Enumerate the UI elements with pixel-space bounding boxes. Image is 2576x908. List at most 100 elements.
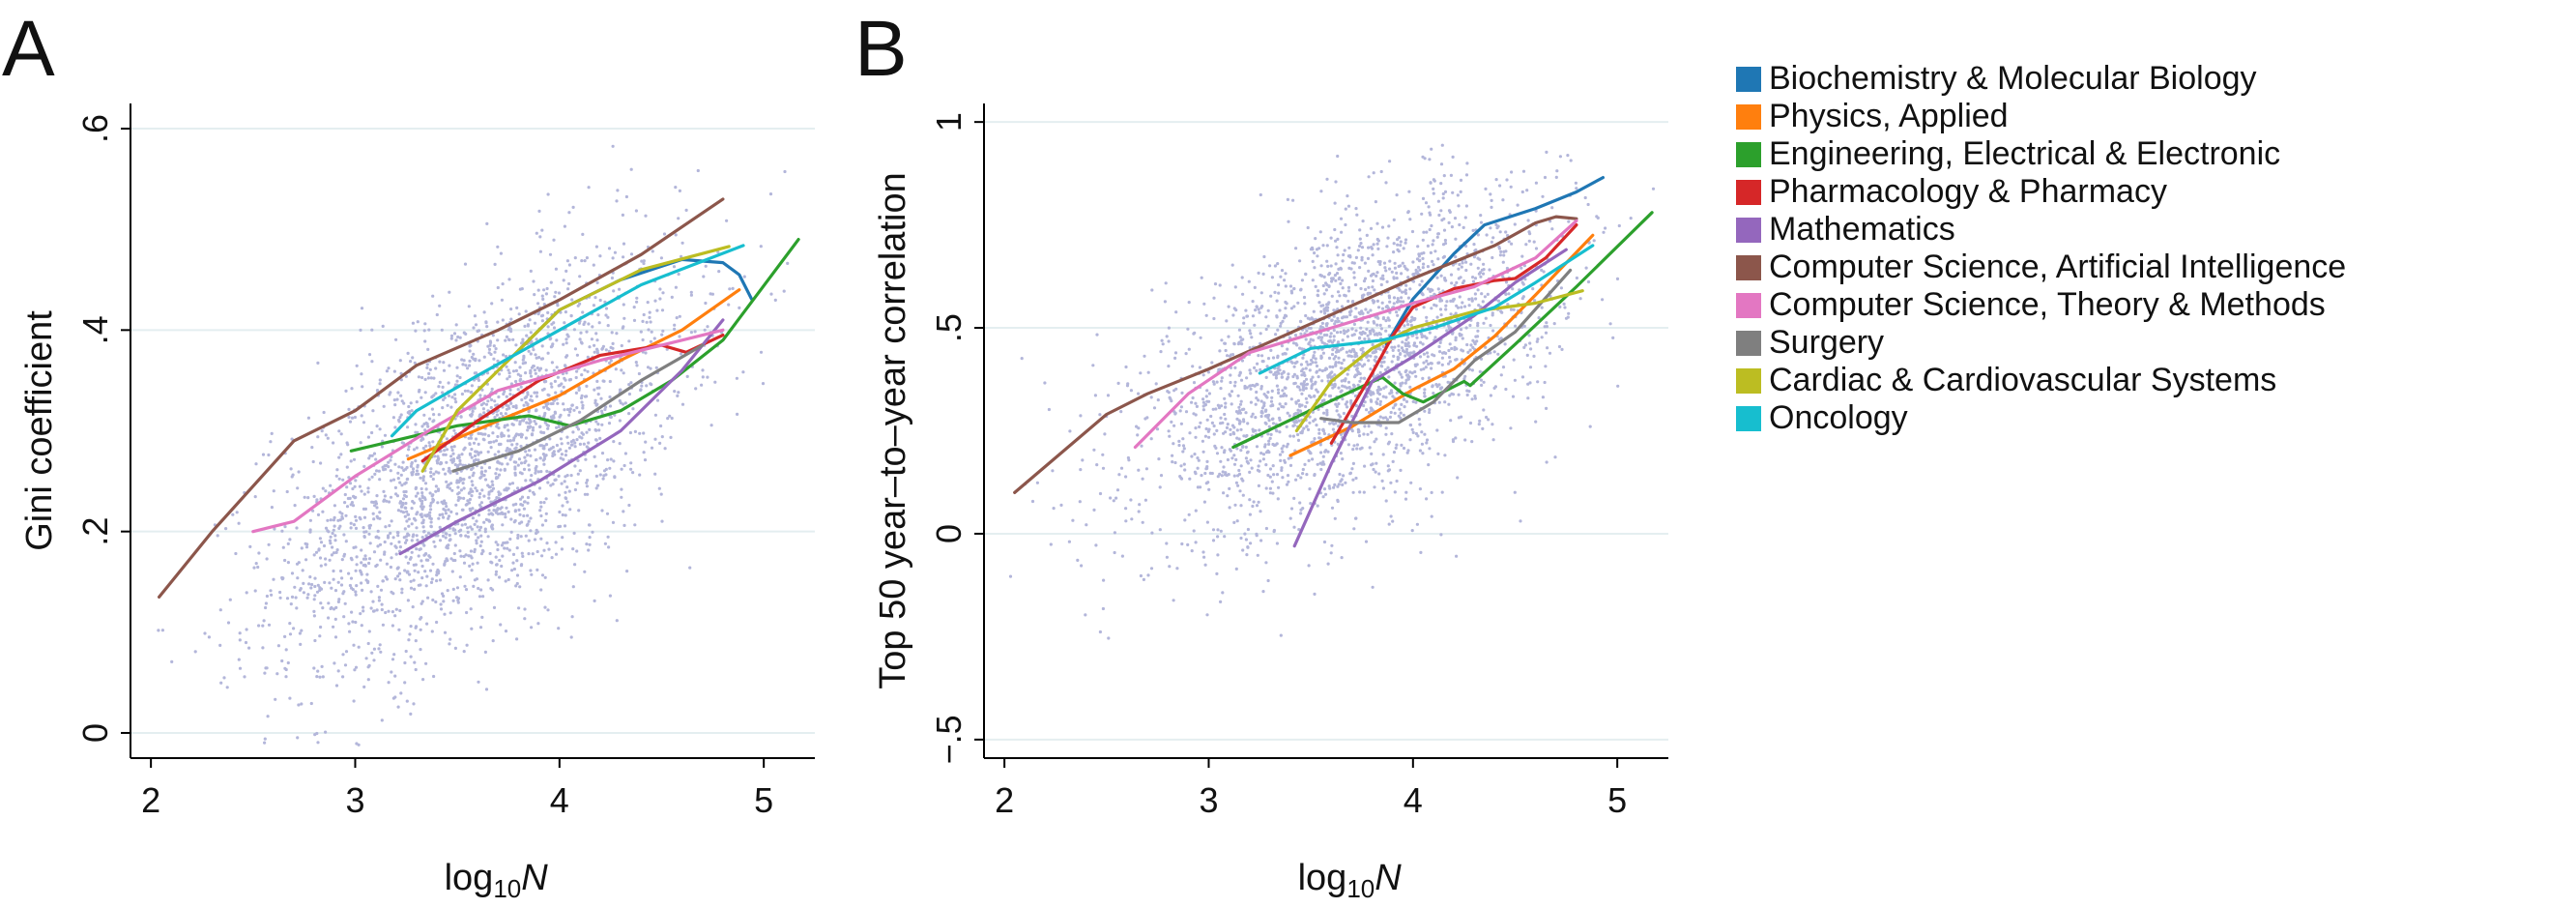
scatter-point — [424, 444, 428, 448]
scatter-point — [1328, 272, 1332, 276]
scatter-point — [1559, 286, 1563, 290]
scatter-point — [385, 463, 389, 467]
scatter-point — [604, 307, 609, 310]
scatter-point — [1252, 500, 1256, 504]
scatter-point — [470, 493, 474, 498]
scatter-point — [498, 507, 503, 511]
scatter-point — [1241, 292, 1245, 296]
scatter-point — [1444, 304, 1448, 308]
scatter-point — [1260, 406, 1264, 410]
scatter-point — [427, 328, 431, 332]
scatter-point — [1330, 294, 1334, 298]
scatter-point — [544, 379, 548, 384]
scatter-point — [1322, 308, 1326, 311]
scatter-point — [1513, 222, 1517, 226]
scatter-point — [1510, 242, 1514, 246]
scatter-point — [1235, 417, 1239, 421]
scatter-point — [1119, 466, 1124, 470]
scatter-point — [329, 483, 333, 487]
scatter-point — [327, 616, 331, 620]
scatter-point — [1261, 457, 1265, 461]
scatter-point — [1404, 241, 1407, 245]
scatter-point — [405, 699, 409, 703]
scatter-point — [563, 321, 566, 325]
scatter-point — [603, 407, 607, 412]
scatter-point — [1375, 400, 1378, 404]
scatter-point — [1230, 263, 1234, 267]
series-line — [390, 244, 745, 438]
scatter-point — [1245, 386, 1249, 390]
scatter-point — [366, 490, 370, 494]
scatter-point — [398, 416, 402, 420]
scatter-point — [299, 642, 303, 647]
scatter-point — [510, 569, 514, 572]
scatter-point — [1384, 426, 1388, 430]
scatter-point — [478, 528, 481, 532]
scatter-point — [1336, 290, 1341, 294]
scatter-point — [1146, 370, 1150, 374]
scatter-point — [604, 348, 608, 352]
scatter-point — [445, 505, 449, 509]
scatter-point — [1306, 225, 1310, 230]
scatter-point — [1386, 236, 1390, 240]
scatter-point — [391, 624, 394, 628]
scatter-point — [354, 569, 358, 572]
scatter-point — [1543, 325, 1547, 329]
scatter-point — [319, 564, 323, 568]
scatter-point — [562, 402, 565, 406]
scatter-point — [519, 385, 523, 389]
scatter-point — [1109, 496, 1113, 500]
scatter-point — [302, 581, 305, 586]
scatter-point — [1422, 262, 1426, 266]
scatter-point — [510, 482, 515, 485]
scatter-point — [1357, 429, 1361, 433]
scatter-point — [1235, 519, 1239, 523]
scatter-point — [1315, 364, 1319, 368]
scatter-point — [572, 408, 576, 412]
scatter-point — [505, 395, 508, 398]
scatter-point — [1479, 220, 1484, 224]
scatter-point — [1205, 399, 1209, 403]
scatter-point — [342, 590, 346, 594]
scatter-point — [1403, 405, 1406, 409]
scatter-point — [1464, 260, 1468, 264]
scatter-point — [1439, 209, 1443, 213]
scatter-point — [1421, 376, 1425, 380]
scatter-point — [1370, 247, 1375, 250]
scatter-point — [1229, 427, 1232, 431]
scatter-point — [388, 524, 391, 528]
scatter-point — [1095, 333, 1099, 337]
scatter-point — [475, 539, 478, 542]
scatter-point — [320, 664, 324, 669]
scatter-point — [593, 350, 596, 354]
scatter-point — [1569, 159, 1573, 162]
scatter-point — [570, 403, 574, 407]
scatter-point — [355, 555, 359, 559]
scatter-point — [329, 542, 333, 545]
scatter-point — [1437, 344, 1441, 349]
scatter-point — [243, 675, 246, 679]
scatter-point — [412, 702, 416, 706]
scatter-point — [1321, 283, 1325, 288]
scatter-point — [235, 511, 239, 514]
scatter-point — [527, 552, 531, 556]
scatter-point — [468, 453, 473, 456]
scatter-point — [420, 505, 423, 509]
scatter-point — [390, 670, 393, 674]
scatter-point — [1274, 373, 1278, 377]
scatter-point — [509, 517, 513, 521]
scatter-point — [521, 337, 525, 341]
scatter-point — [1384, 499, 1388, 503]
scatter-point — [403, 660, 407, 665]
scatter-point — [1456, 193, 1460, 197]
scatter-point — [343, 601, 347, 605]
scatter-point — [1488, 268, 1491, 272]
scatter-point — [414, 329, 418, 333]
scatter-point — [1236, 394, 1240, 397]
scatter-point — [615, 199, 619, 203]
scatter-point — [1432, 263, 1435, 267]
scatter-point — [510, 423, 514, 426]
scatter-point — [436, 571, 441, 575]
scatter-point — [328, 539, 332, 542]
scatter-point — [544, 368, 548, 372]
